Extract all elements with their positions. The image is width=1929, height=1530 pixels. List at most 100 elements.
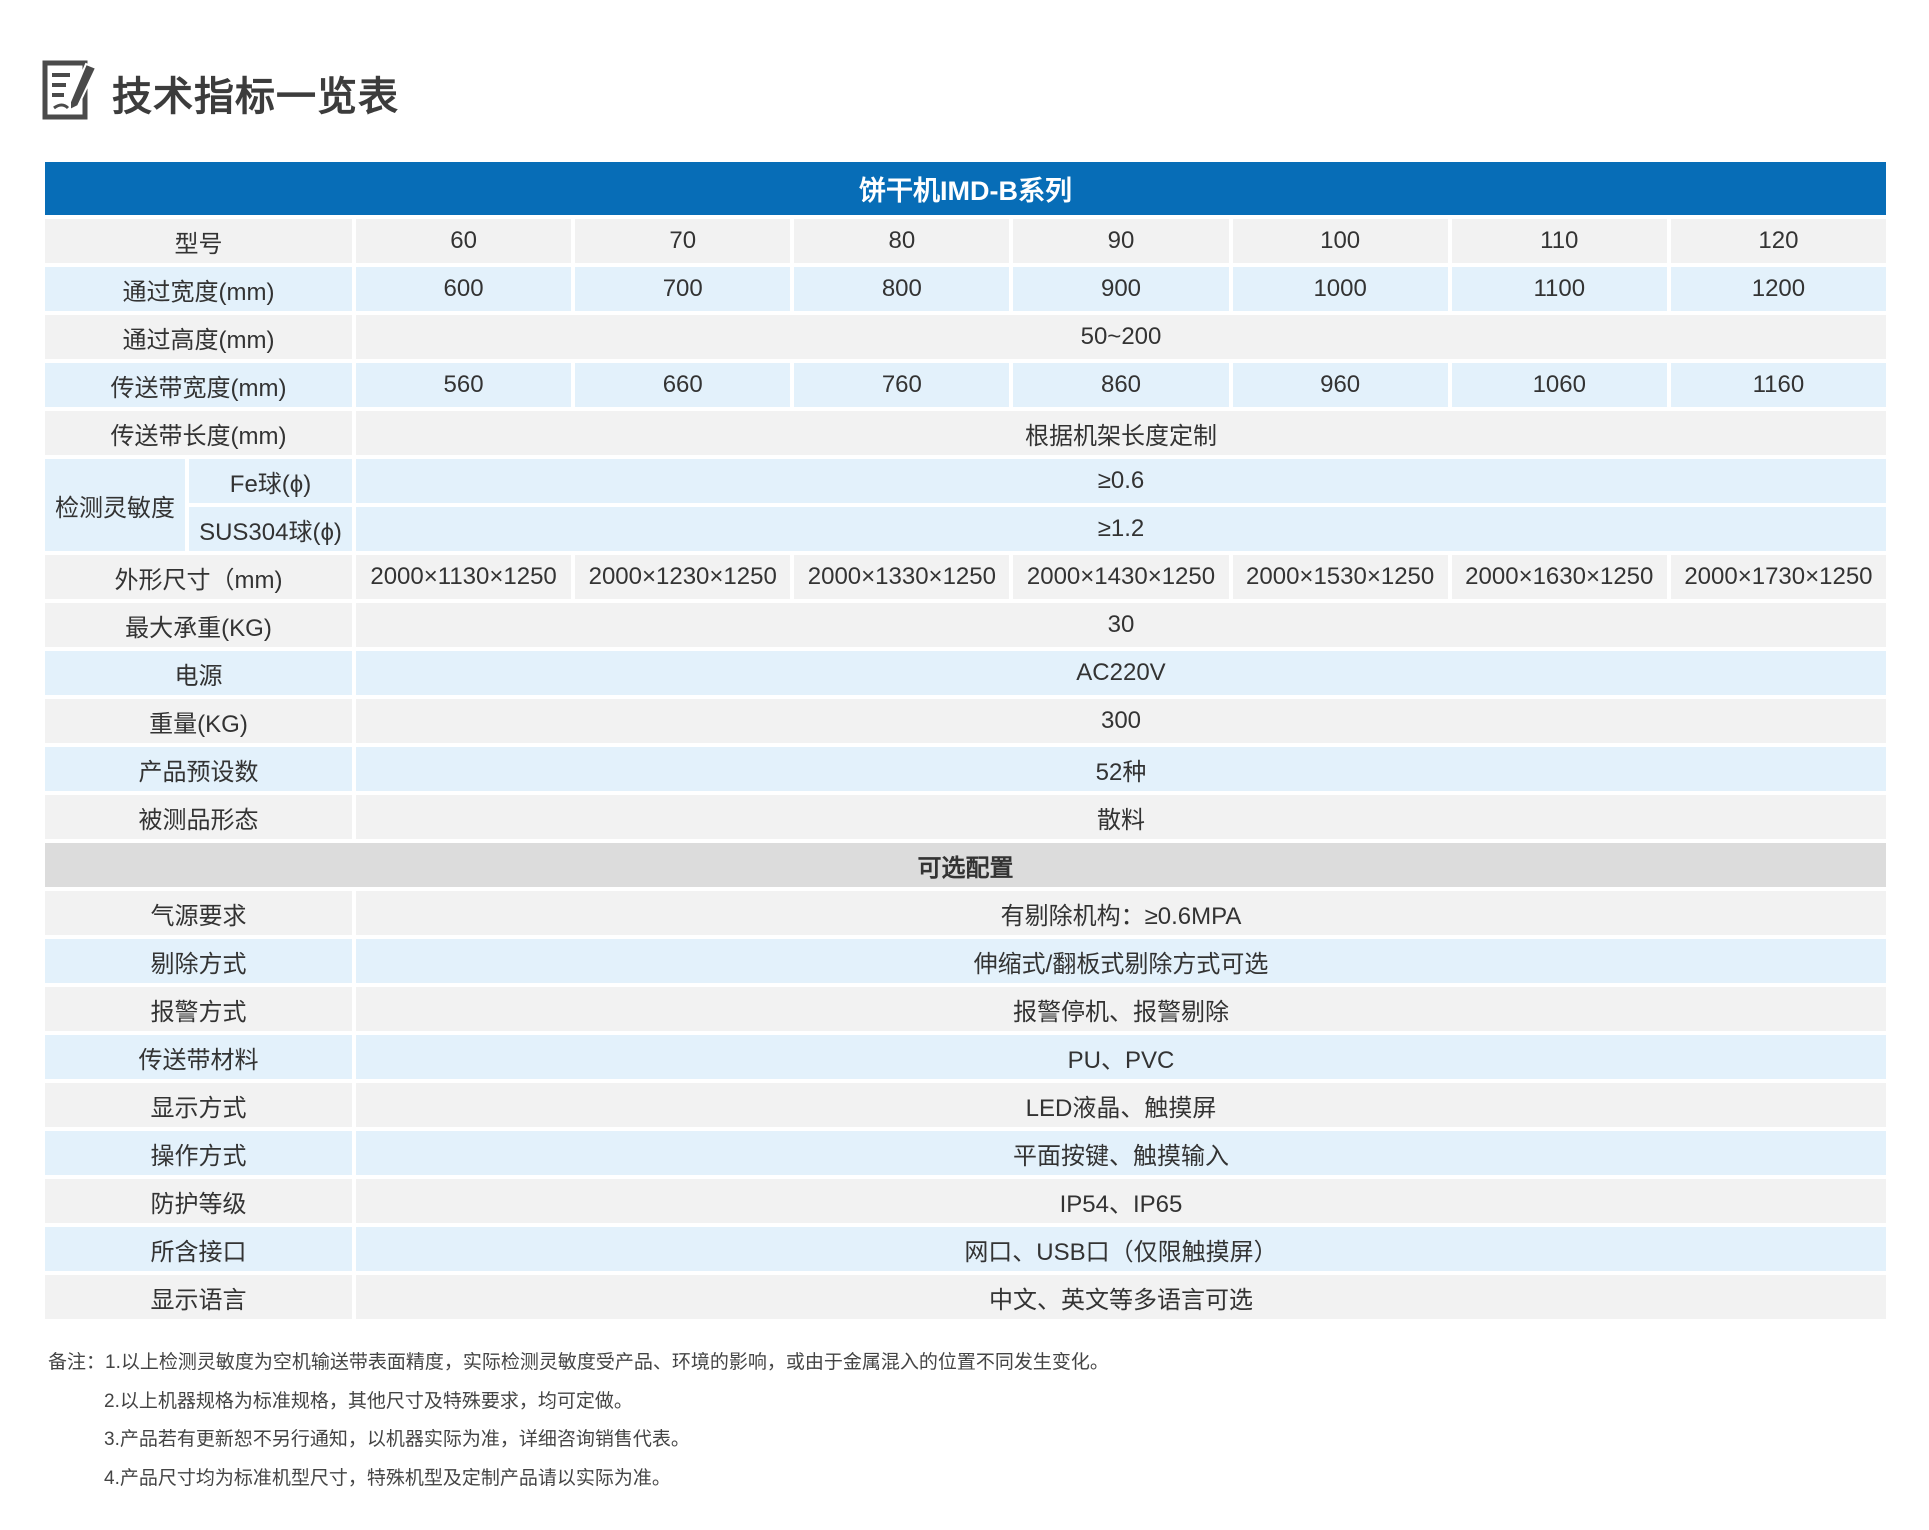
row-label: 电源 bbox=[45, 651, 352, 695]
model-row: 型号 60 70 80 90 100 110 120 bbox=[45, 219, 1886, 263]
row-label: 外形尺寸（mm) bbox=[45, 555, 352, 599]
model-cell: 70 bbox=[575, 219, 791, 263]
value-cell: ≥0.6 bbox=[356, 459, 1886, 503]
table-row: 外形尺寸（mm) 2000×1130×1250 2000×1230×1250 2000… bbox=[45, 555, 1886, 599]
value-cell: 散料 bbox=[356, 795, 1886, 839]
table-row: 通过高度(mm) 50~200 bbox=[45, 315, 1886, 359]
row-label: 重量(KG) bbox=[45, 699, 352, 743]
table-row: 通过宽度(mm) 600 700 800 900 1000 1100 1200 bbox=[45, 267, 1886, 311]
value-cell: 1160 bbox=[1670, 363, 1886, 407]
value-cell: 伸缩式/翻板式剔除方式可选 bbox=[356, 939, 1886, 983]
value-cell: 52种 bbox=[356, 747, 1886, 791]
value-cell: 860 bbox=[1013, 363, 1229, 407]
page-title: 技术指标一览表 bbox=[112, 74, 399, 119]
value-cell: 560 bbox=[356, 363, 572, 407]
model-cell: 80 bbox=[794, 219, 1010, 263]
value-cell: 2000×1430×1250 bbox=[1013, 555, 1229, 599]
row-label: 检测灵敏度 bbox=[45, 459, 185, 551]
sensitivity-row: 检测灵敏度 Fe球(ϕ) ≥0.6 bbox=[45, 459, 1886, 551]
table-row: 最大承重(KG) 30 bbox=[45, 603, 1886, 647]
table-row: 气源要求 有剔除机构：≥0.6MPA bbox=[45, 891, 1886, 935]
spec-table: 饼干机IMD-B系列 型号 60 70 80 90 100 110 120 通过宽度(mm) 600… bbox=[41, 158, 1890, 1323]
value-cell: 50~200 bbox=[356, 315, 1886, 359]
row-label: 被测品形态 bbox=[45, 795, 352, 839]
row-label: 传送带长度(mm) bbox=[45, 411, 352, 455]
page-heading: 技术指标一览表 bbox=[42, 60, 399, 125]
value-cell: 2000×1530×1250 bbox=[1232, 555, 1448, 599]
row-label: 通过高度(mm) bbox=[45, 315, 352, 359]
edit-document-icon bbox=[42, 60, 98, 125]
table-row: 报警方式 报警停机、报警剔除 bbox=[45, 987, 1886, 1031]
model-cell: 90 bbox=[1013, 219, 1229, 263]
model-cell: 60 bbox=[356, 219, 572, 263]
value-cell: 报警停机、报警剔除 bbox=[356, 987, 1886, 1031]
value-cell: 600 bbox=[356, 267, 572, 311]
value-cell: 1200 bbox=[1670, 267, 1886, 311]
note-4: 4.产品尺寸均为标准机型尺寸，特殊机型及定制产品请以实际为准。 bbox=[104, 1467, 671, 1489]
options-title: 可选配置 bbox=[45, 843, 1886, 887]
row-label: 报警方式 bbox=[45, 987, 352, 1031]
value-cell: 660 bbox=[575, 363, 791, 407]
value-cell: IP54、IP65 bbox=[356, 1179, 1886, 1223]
model-cell: 120 bbox=[1670, 219, 1886, 263]
value-cell: 760 bbox=[794, 363, 1010, 407]
row-label: 通过宽度(mm) bbox=[45, 267, 352, 311]
value-cell: 2000×1730×1250 bbox=[1670, 555, 1886, 599]
row-label: 产品预设数 bbox=[45, 747, 352, 791]
value-cell: 平面按键、触摸输入 bbox=[356, 1131, 1886, 1175]
row-label: 操作方式 bbox=[45, 1131, 352, 1175]
table-row: 显示方式 LED液晶、触摸屏 bbox=[45, 1083, 1886, 1127]
table-row: 显示语言 中文、英文等多语言可选 bbox=[45, 1275, 1886, 1319]
value-cell: AC220V bbox=[356, 651, 1886, 695]
table-row: 所含接口 网口、USB口（仅限触摸屏） bbox=[45, 1227, 1886, 1271]
notes: 备注：1.以上检测灵敏度为空机输送带表面精度，实际检测灵敏度受产品、环境的影响，… bbox=[48, 1344, 1109, 1498]
value-cell: LED液晶、触摸屏 bbox=[356, 1083, 1886, 1127]
sub-label: SUS304球(ϕ) bbox=[189, 507, 352, 551]
model-cell: 110 bbox=[1451, 219, 1667, 263]
options-header-row: 可选配置 bbox=[45, 843, 1886, 887]
table-row: 电源 AC220V bbox=[45, 651, 1886, 695]
value-cell: 2000×1330×1250 bbox=[794, 555, 1010, 599]
row-label: 所含接口 bbox=[45, 1227, 352, 1271]
row-label: 传送带宽度(mm) bbox=[45, 363, 352, 407]
row-label: 型号 bbox=[45, 219, 352, 263]
value-cell: 700 bbox=[575, 267, 791, 311]
table-row: 产品预设数 52种 bbox=[45, 747, 1886, 791]
table-row: 操作方式 平面按键、触摸输入 bbox=[45, 1131, 1886, 1175]
value-cell: 960 bbox=[1232, 363, 1448, 407]
table-row: 重量(KG) 300 bbox=[45, 699, 1886, 743]
sensitivity-row: SUS304球(ϕ) ≥1.2 bbox=[45, 507, 1886, 551]
row-label: 最大承重(KG) bbox=[45, 603, 352, 647]
model-cell: 100 bbox=[1232, 219, 1448, 263]
note-2: 2.以上机器规格为标准规格，其他尺寸及特殊要求，均可定做。 bbox=[104, 1390, 633, 1412]
note-1: 备注：1.以上检测灵敏度为空机输送带表面精度，实际检测灵敏度受产品、环境的影响，… bbox=[48, 1352, 1109, 1373]
value-cell: 有剔除机构：≥0.6MPA bbox=[356, 891, 1886, 935]
value-cell: ≥1.2 bbox=[356, 507, 1886, 551]
value-cell: PU、PVC bbox=[356, 1035, 1886, 1079]
row-label: 剔除方式 bbox=[45, 939, 352, 983]
value-cell: 2000×1630×1250 bbox=[1451, 555, 1667, 599]
table-row: 传送带长度(mm) 根据机架长度定制 bbox=[45, 411, 1886, 455]
note-3: 3.产品若有更新恕不另行通知，以机器实际为准，详细咨询销售代表。 bbox=[104, 1429, 690, 1450]
value-cell: 2000×1230×1250 bbox=[575, 555, 791, 599]
value-cell: 根据机架长度定制 bbox=[356, 411, 1886, 455]
row-label: 显示语言 bbox=[45, 1275, 352, 1319]
row-label: 显示方式 bbox=[45, 1083, 352, 1127]
value-cell: 1000 bbox=[1232, 267, 1448, 311]
table-row: 传送带材料 PU、PVC bbox=[45, 1035, 1886, 1079]
row-label: 传送带材料 bbox=[45, 1035, 352, 1079]
value-cell: 中文、英文等多语言可选 bbox=[356, 1275, 1886, 1319]
value-cell: 2000×1130×1250 bbox=[356, 555, 572, 599]
value-cell: 1100 bbox=[1451, 267, 1667, 311]
value-cell: 900 bbox=[1013, 267, 1229, 311]
table-row: 防护等级 IP54、IP65 bbox=[45, 1179, 1886, 1223]
sub-label: Fe球(ϕ) bbox=[189, 459, 352, 503]
value-cell: 800 bbox=[794, 267, 1010, 311]
series-title: 饼干机IMD-B系列 bbox=[45, 162, 1886, 215]
table-row: 传送带宽度(mm) 560 660 760 860 960 1060 1160 bbox=[45, 363, 1886, 407]
row-label: 防护等级 bbox=[45, 1179, 352, 1223]
table-row: 被测品形态 散料 bbox=[45, 795, 1886, 839]
row-label: 气源要求 bbox=[45, 891, 352, 935]
value-cell: 30 bbox=[356, 603, 1886, 647]
value-cell: 网口、USB口（仅限触摸屏） bbox=[356, 1227, 1886, 1271]
